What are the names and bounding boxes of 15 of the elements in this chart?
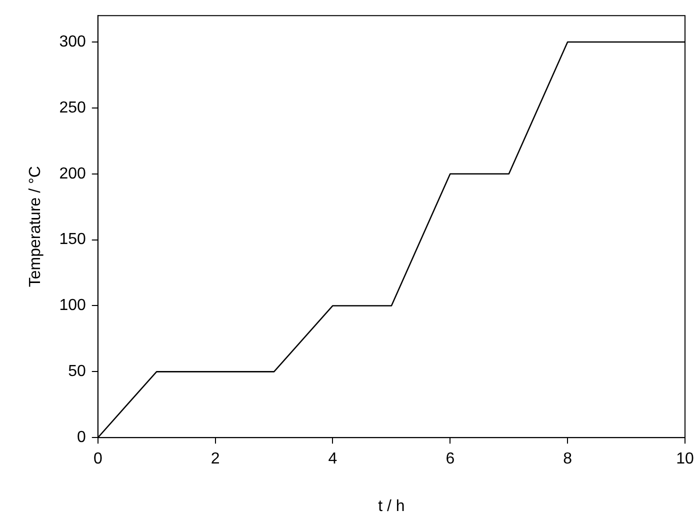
y-tick-label: 100: [59, 297, 86, 314]
x-axis-title: t / h: [378, 498, 405, 515]
y-tick-label: 0: [76, 429, 86, 446]
y-tick-label: 200: [59, 165, 86, 182]
x-tick-label: 0: [93, 450, 102, 468]
x-tick-label: 8: [563, 450, 572, 468]
x-tick-label: 2: [210, 450, 220, 468]
x-tick-label: 4: [328, 450, 338, 468]
x-tick-label: 10: [676, 450, 694, 468]
y-tick-label: 250: [59, 99, 86, 116]
x-tick-label: 6: [446, 450, 455, 468]
y-tick-label: 50: [68, 363, 86, 380]
y-tick-label: 150: [59, 231, 86, 248]
y-axis-title: Temperature / °C: [27, 166, 44, 288]
y-tick-label: 300: [59, 33, 86, 50]
